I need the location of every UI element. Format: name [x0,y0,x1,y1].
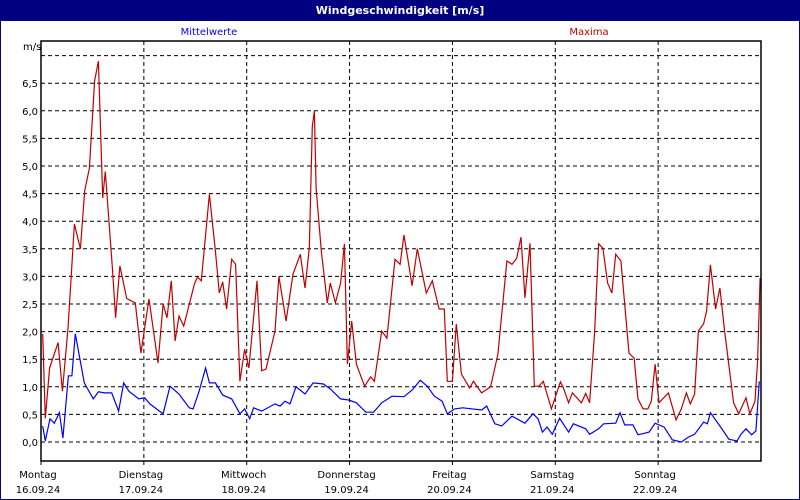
x-tick-day: Samstag [530,470,574,481]
y-tick-label: 0,0 [22,438,38,449]
x-tick-date: 18.09.24 [221,485,266,496]
y-tick-label: 3,5 [22,245,38,256]
x-tick-day: Sonntag [634,470,676,481]
series-line-maxima [42,60,761,422]
y-tick-label: 2,5 [22,300,38,311]
x-tick-date: 17.09.24 [119,485,164,496]
series-layer [42,60,761,443]
y-tick-label: 6,0 [22,107,38,118]
y-tick-label: 3,0 [22,272,38,283]
x-tick-date: 20.09.24 [427,485,472,496]
y-tick-label: 4,5 [22,190,38,201]
x-tick-day: Mittwoch [221,470,266,481]
wind-speed-chart: 0,0 0,5 1,0 1,5 2,0 2,5 3,0 3,5 4,0 4,5 5,0 5,5 6,0 6… [16,27,762,496]
y-tick-label: 1,0 [22,383,38,394]
y-tick-label: 5,5 [22,134,38,145]
y-tick-label: 4,0 [22,217,38,228]
x-tick-date: 19.09.24 [324,485,369,496]
window-title: Windgeschwindigkeit [m/s] [1,1,799,21]
x-tick-date: 22.09.24 [633,485,678,496]
y-tick-label: 6,5 [22,79,38,90]
series-line-mittelwerte [42,333,760,443]
legend-mittelwerte: Mittelwerte [181,27,238,38]
y-axis-label: m/s [23,42,41,53]
x-tick-date: 21.09.24 [530,485,575,496]
x-tick-day: Freitag [432,470,466,481]
axes: 0,0 0,5 1,0 1,5 2,0 2,5 3,0 3,5 4,0 4,5 5,0 5,5 6,0 6… [16,40,762,496]
x-tick-date: 16.09.24 [16,485,61,496]
x-tick-day: Dienstag [119,470,164,481]
y-tick-label: 1,5 [22,355,38,366]
legend-maxima: Maxima [569,27,608,38]
y-tick-label: 5,0 [22,162,38,173]
y-tick-label: 2,0 [22,328,38,339]
plot-frame [40,40,762,462]
grid [41,41,761,461]
y-tick-label: 0,5 [22,410,38,421]
x-tick-day: Montag [19,470,56,481]
x-tick-day: Donnerstag [317,470,375,481]
